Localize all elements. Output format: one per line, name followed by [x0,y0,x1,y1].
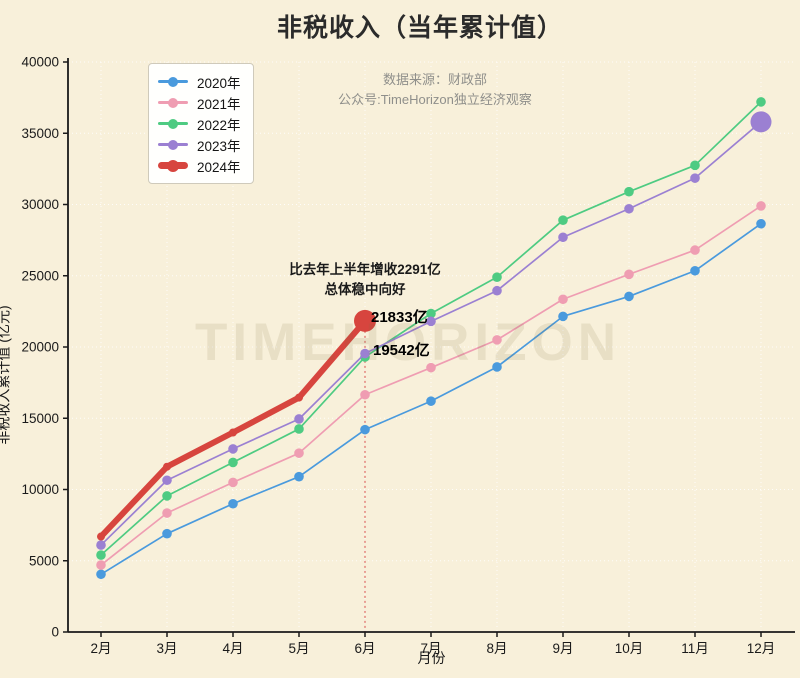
legend-item-2023年: 2023年 [158,134,241,155]
legend: 2020年 2021年 2022年 2023年 2024年 [148,63,254,184]
legend-marker-icon [158,118,188,130]
data-point-2021年 [690,245,700,255]
legend-item-2022年: 2022年 [158,113,241,134]
x-tick-label: 11月 [681,641,709,656]
data-point-2020年 [360,424,370,435]
legend-item-2024年: 2024年 [158,155,241,176]
data-label-2023-june: 19542亿 [373,342,430,359]
x-tick-label: 5月 [288,641,309,656]
data-point-2020年 [624,291,634,302]
x-tick-label: 9月 [552,641,573,656]
data-point-2021年 [492,335,502,345]
data-point-2020年 [756,218,766,229]
data-point-2022年 [492,272,502,282]
data-point-2021年 [426,362,436,373]
data-point-2023年 [360,348,370,359]
annotation-line2: 总体稳中向好 [324,282,406,297]
data-point-2021年 [558,294,568,305]
data-point-2020年 [228,498,238,509]
legend-marker-icon [158,159,188,172]
end-dot-2023年 [750,111,772,133]
data-point-2024年 [163,462,171,471]
data-point-2021年 [96,560,106,570]
data-point-2023年 [624,203,634,214]
data-point-2020年 [294,471,304,482]
data-point-2023年 [294,414,304,424]
y-tick-label: 0 [51,625,59,640]
data-point-2022年 [228,457,238,468]
data-point-2022年 [426,308,436,319]
x-tick-label: 6月 [354,641,375,656]
data-point-2021年 [294,448,304,458]
data-point-2020年 [492,362,502,372]
legend-label: 2020年 [197,75,241,91]
data-point-2020年 [426,396,436,406]
data-point-2022年 [690,160,700,171]
source-note: 数据来源：财政部 公众号:TimeHorizon独立经济观察 [75,70,795,110]
data-point-2020年 [690,265,700,276]
legend-item-2020年: 2020年 [158,71,241,92]
data-point-2022年 [294,424,304,434]
data-label-2024-june: 21833亿 [371,309,428,326]
data-point-2024年 [295,393,303,402]
data-point-2023年 [690,173,700,183]
legend-marker-icon [158,76,188,88]
x-tick-label: 3月 [156,641,177,656]
data-point-2023年 [426,316,436,327]
x-tick-label: 2月 [90,641,111,656]
data-point-2023年 [558,232,568,243]
x-tick-label: 4月 [222,641,243,656]
y-tick-label: 20000 [21,340,59,355]
data-point-2021年 [624,269,634,280]
y-tick-label: 15000 [21,411,59,426]
data-point-2022年 [558,215,568,225]
x-tick-label: 7月 [420,641,441,656]
data-point-2022年 [624,186,634,197]
data-point-2020年 [162,528,172,539]
y-tick-label: 40000 [21,55,59,70]
data-point-2023年 [228,444,238,454]
y-tick-label: 30000 [21,197,59,212]
data-point-2023年 [162,475,172,486]
data-point-2024年 [229,428,237,437]
y-tick-label: 10000 [21,482,59,497]
x-tick-label: 10月 [615,641,644,656]
legend-label: 2022年 [197,117,241,133]
chart-title: 非税收入（当年累计值） [276,14,563,42]
y-tick-label: 25000 [21,268,59,283]
data-point-2022年 [756,97,766,107]
legend-item-2021年: 2021年 [158,92,241,113]
x-tick-label: 8月 [486,641,507,656]
annotation-line1: 比去年上半年增收2291亿 [289,262,441,277]
y-tick-label: 35000 [21,126,59,141]
legend-label: 2024年 [197,159,241,175]
watermark: TIMEHORIZON [195,313,621,372]
legend-label: 2021年 [197,96,241,112]
data-point-2021年 [228,477,238,488]
data-point-2023年 [492,285,502,296]
legend-label: 2023年 [197,138,241,154]
data-point-2022年 [96,550,106,560]
data-point-2021年 [756,201,766,211]
legend-marker-icon [158,139,188,151]
data-point-2024年 [97,532,105,541]
data-point-2021年 [360,389,370,400]
data-point-2023年 [96,540,106,550]
end-dot-2024年 [354,309,376,332]
data-point-2020年 [96,569,106,580]
x-axis-title: 月份 [417,650,446,666]
y-tick-label: 5000 [29,553,59,568]
data-point-2020年 [558,311,568,322]
data-point-2022年 [162,491,172,501]
source-line2: 公众号:TimeHorizon独立经济观察 [338,92,532,107]
source-line1: 数据来源：财政部 [382,72,487,87]
data-point-2021年 [162,508,172,518]
legend-marker-icon [158,97,188,109]
x-tick-label: 12月 [747,641,776,656]
